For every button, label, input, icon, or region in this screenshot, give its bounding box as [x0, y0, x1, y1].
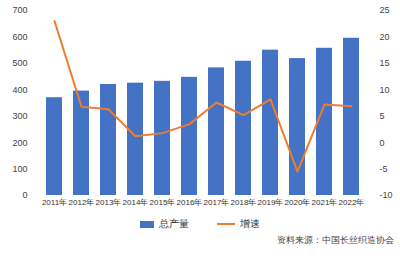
svg-text:-5: -5 [380, 164, 388, 174]
svg-text:2017年: 2017年 [204, 198, 230, 207]
svg-text:2014年: 2014年 [123, 198, 149, 207]
svg-text:20: 20 [380, 32, 390, 42]
svg-text:2021年: 2021年 [312, 198, 338, 207]
svg-text:5: 5 [380, 111, 385, 121]
svg-text:600: 600 [12, 32, 27, 42]
svg-text:2022年: 2022年 [339, 198, 365, 207]
html-text:增速: 增速 [240, 218, 260, 229]
svg-text:25: 25 [380, 5, 390, 15]
svg-text:700: 700 [12, 5, 27, 15]
svg-text:100: 100 [12, 164, 27, 174]
svg-text:200: 200 [12, 138, 27, 148]
svg-text:400: 400 [12, 85, 27, 95]
svg-text:2015年: 2015年 [150, 198, 176, 207]
html-text:资料来源：中国长丝织造协会: 资料来源：中国长丝织造协会 [277, 235, 394, 245]
svg-text:2016年: 2016年 [177, 198, 203, 207]
svg-text:2019年: 2019年 [258, 198, 284, 207]
svg-text:-10: -10 [380, 190, 393, 200]
svg-text:2012年: 2012年 [69, 198, 95, 207]
svg-text:2020年: 2020年 [285, 198, 311, 207]
svg-text:15: 15 [380, 58, 390, 68]
svg-text:0: 0 [380, 138, 385, 148]
svg-text:500: 500 [12, 58, 27, 68]
svg-text:2018年: 2018年 [231, 198, 257, 207]
svg-text:300: 300 [12, 111, 27, 121]
svg-text:2011年: 2011年 [42, 198, 67, 207]
svg-text:2013年: 2013年 [96, 198, 122, 207]
svg-text:0: 0 [22, 190, 27, 200]
svg-text:10: 10 [380, 85, 390, 95]
html-text:总产量: 总产量 [159, 218, 189, 229]
